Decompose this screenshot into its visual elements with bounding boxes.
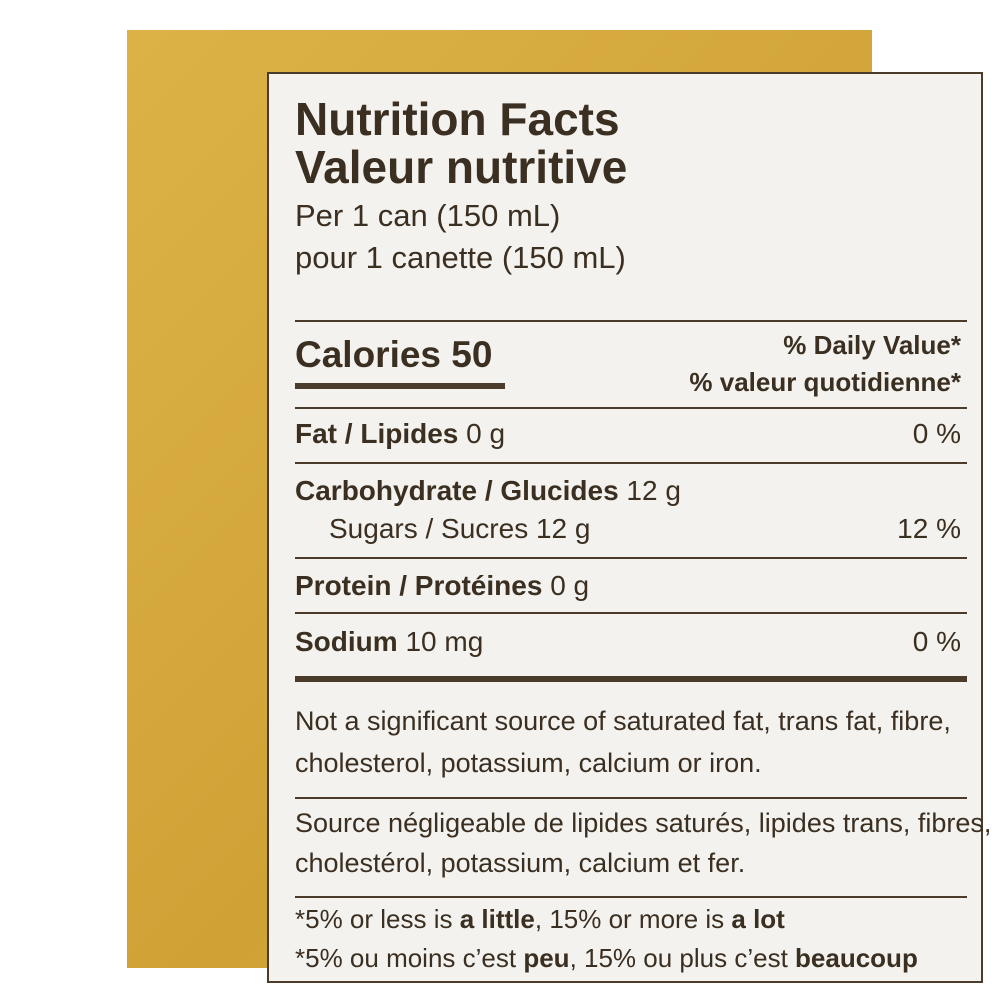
- footnote-bold: peu: [523, 943, 570, 973]
- rule: [295, 557, 967, 559]
- nutrient-row: Protein / Protéines 0 g: [295, 572, 589, 600]
- rule: [295, 383, 505, 389]
- footnote: *5% ou moins c’est peu, 15% ou plus c’es…: [295, 945, 918, 971]
- note: cholestérol, potassium, calcium et fer.: [295, 848, 746, 878]
- nutrient-dv: 12 %: [897, 513, 961, 544]
- calories-value: 50: [451, 334, 493, 375]
- nutrient-name: Sodium: [295, 626, 398, 657]
- nutrient-row: Fat / Lipides 0 g: [295, 420, 505, 448]
- nutrient-row: Sodium 10 mg: [295, 628, 483, 656]
- serving: Per 1 can (150 mL): [295, 198, 561, 233]
- title: Nutrition Facts: [295, 93, 620, 145]
- nutrient-row: Sugars / Sucres 12 g: [329, 515, 590, 543]
- note: cholesterol, potassium, calcium or iron.: [295, 748, 762, 778]
- nutrition-panel: Nutrition Facts Valeur nutritive Per 1 c…: [267, 72, 991, 983]
- footnote-text: *5% or less is: [295, 904, 460, 934]
- dv-header: % Daily Value*: [783, 330, 961, 360]
- note: Not a significant source of saturated fa…: [295, 706, 951, 736]
- footnote: *5% or less is a little, 15% or more is …: [295, 906, 785, 932]
- nutrient-row: Carbohydrate / Glucides 12 g: [295, 477, 681, 505]
- calories: Calories 50: [295, 336, 492, 373]
- rule: [295, 320, 967, 322]
- calories-label: Calories: [295, 334, 442, 375]
- rule: [295, 896, 967, 898]
- nutrient-name: Sugars / Sucres: [329, 513, 529, 544]
- rule: [295, 462, 967, 464]
- footnote-text: , 15% ou plus c’est: [569, 943, 796, 973]
- nutrient-amount: 10 mg: [405, 626, 484, 657]
- rule: [295, 407, 967, 409]
- footnote-text: *5% ou moins c’est: [295, 943, 524, 973]
- footnote-bold: a little: [459, 904, 535, 934]
- nutrient-name: Carbohydrate / Glucides: [295, 475, 619, 506]
- nutrient-dv: 0 %: [912, 626, 961, 657]
- nutrient-amount: 12 g: [626, 475, 681, 506]
- title: Valeur nutritive: [295, 141, 628, 193]
- footnote-bold: a lot: [731, 904, 785, 934]
- label-frame: Nutrition Facts Valeur nutritive Per 1 c…: [127, 30, 991, 983]
- serving: pour 1 canette (150 mL): [295, 240, 626, 275]
- nutrient-name: Fat / Lipides: [295, 418, 459, 449]
- nutrient-amount: 12 g: [535, 513, 591, 544]
- nutrient-amount: 0 g: [466, 418, 506, 449]
- nutrient-name: Protein / Protéines: [295, 570, 543, 601]
- footnote-bold: beaucoup: [795, 943, 918, 973]
- rule: [295, 612, 967, 614]
- footnote-text: , 15% or more is: [534, 904, 732, 934]
- dv-header: % valeur quotidienne*: [689, 367, 961, 397]
- note: Source négligeable de lipides saturés, l…: [295, 808, 992, 838]
- nutrient-amount: 0 g: [550, 570, 590, 601]
- nutrient-dv: 0 %: [912, 418, 961, 449]
- rule: [295, 676, 967, 682]
- rule: [295, 797, 967, 799]
